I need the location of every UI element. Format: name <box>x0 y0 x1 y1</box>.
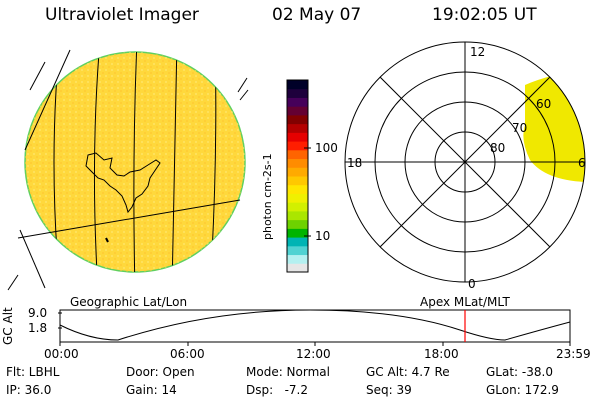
mode-info: Mode: Normal <box>246 365 330 379</box>
colorbar-frame <box>286 79 309 273</box>
lat-label-60: 60 <box>536 97 552 111</box>
xtick-1200: 12:00 <box>296 347 331 361</box>
colorbar-swatch <box>287 106 308 116</box>
altitude-plot <box>58 309 571 346</box>
coastline <box>85 152 161 214</box>
colorbar-swatch <box>287 88 308 98</box>
mlt-label-18: 18 <box>347 156 363 170</box>
glon-info: GLon: 172.9 <box>486 383 559 397</box>
polar-panel <box>344 41 586 283</box>
filter-info: Flt: LBHL <box>6 365 60 379</box>
colorbar-swatch <box>287 237 308 247</box>
glat-info: GLat: -38.0 <box>486 365 553 379</box>
auroral-emission-region <box>523 70 585 182</box>
colorbar-swatch <box>287 219 308 229</box>
colorbar-swatch <box>287 202 308 212</box>
colorbar-swatch <box>287 123 308 133</box>
colorbar <box>286 79 311 273</box>
door-info: Door: Open <box>126 365 195 379</box>
ip-info: IP: 36.0 <box>6 383 52 397</box>
colorbar-swatch <box>287 245 308 256</box>
date-label: 02 May 07 <box>272 5 362 25</box>
instrument-title: Ultraviolet Imager <box>45 5 199 25</box>
colorbar-swatch <box>287 228 308 238</box>
colorbar-tick-10: 10 <box>315 229 331 243</box>
colorbar-tick-100: 100 <box>315 141 338 155</box>
colorbar-swatch <box>287 149 308 160</box>
altitude-curve <box>59 309 571 341</box>
altitude-ytick-9: 9.0 <box>28 306 48 320</box>
colorbar-swatch <box>287 97 308 107</box>
altitude-ylabel: GC Alt <box>1 307 15 345</box>
geo-panel-label: Geographic Lat/Lon <box>70 295 188 309</box>
colorbar-swatch <box>287 80 308 90</box>
xtick-2359: 23:59 <box>556 347 591 361</box>
mlt-label-0: 0 <box>468 277 476 291</box>
colorbar-swatch <box>287 184 308 194</box>
colorbar-swatch <box>287 263 308 273</box>
xtick-0600: 06:00 <box>170 347 205 361</box>
dsp-info: Dsp: -7.2 <box>246 383 309 397</box>
xtick-1800: 18:00 <box>424 347 459 361</box>
colorbar-label: photon cm-2s-1 <box>261 153 274 240</box>
mlt-label-6: 6 <box>578 156 586 170</box>
colorbar-swatch <box>287 167 308 177</box>
time-label: 19:02:05 UT <box>432 5 537 25</box>
colorbar-swatch <box>287 114 308 125</box>
mlt-label-12: 12 <box>470 45 486 59</box>
colorbar-swatch <box>287 254 308 264</box>
lat-label-80: 80 <box>490 141 506 155</box>
polar-panel-label: Apex MLat/MLT <box>420 295 510 309</box>
colorbar-swatch <box>287 141 308 151</box>
colorbar-swatch <box>287 132 308 142</box>
colorbar-swatch <box>287 193 308 203</box>
colorbar-swatch <box>287 158 308 168</box>
gc-alt-info: GC Alt: 4.7 Re <box>366 365 450 379</box>
lat-label-70: 70 <box>512 121 528 135</box>
xtick-0000: 00:00 <box>44 347 79 361</box>
seq-info: Seq: 39 <box>366 383 412 397</box>
geo-image-panel <box>7 49 249 291</box>
colorbar-swatch <box>287 210 308 221</box>
colorbar-swatch <box>287 176 308 186</box>
altitude-ytick-1-8: 1.8 <box>28 321 48 335</box>
gain-info: Gain: 14 <box>126 383 177 397</box>
